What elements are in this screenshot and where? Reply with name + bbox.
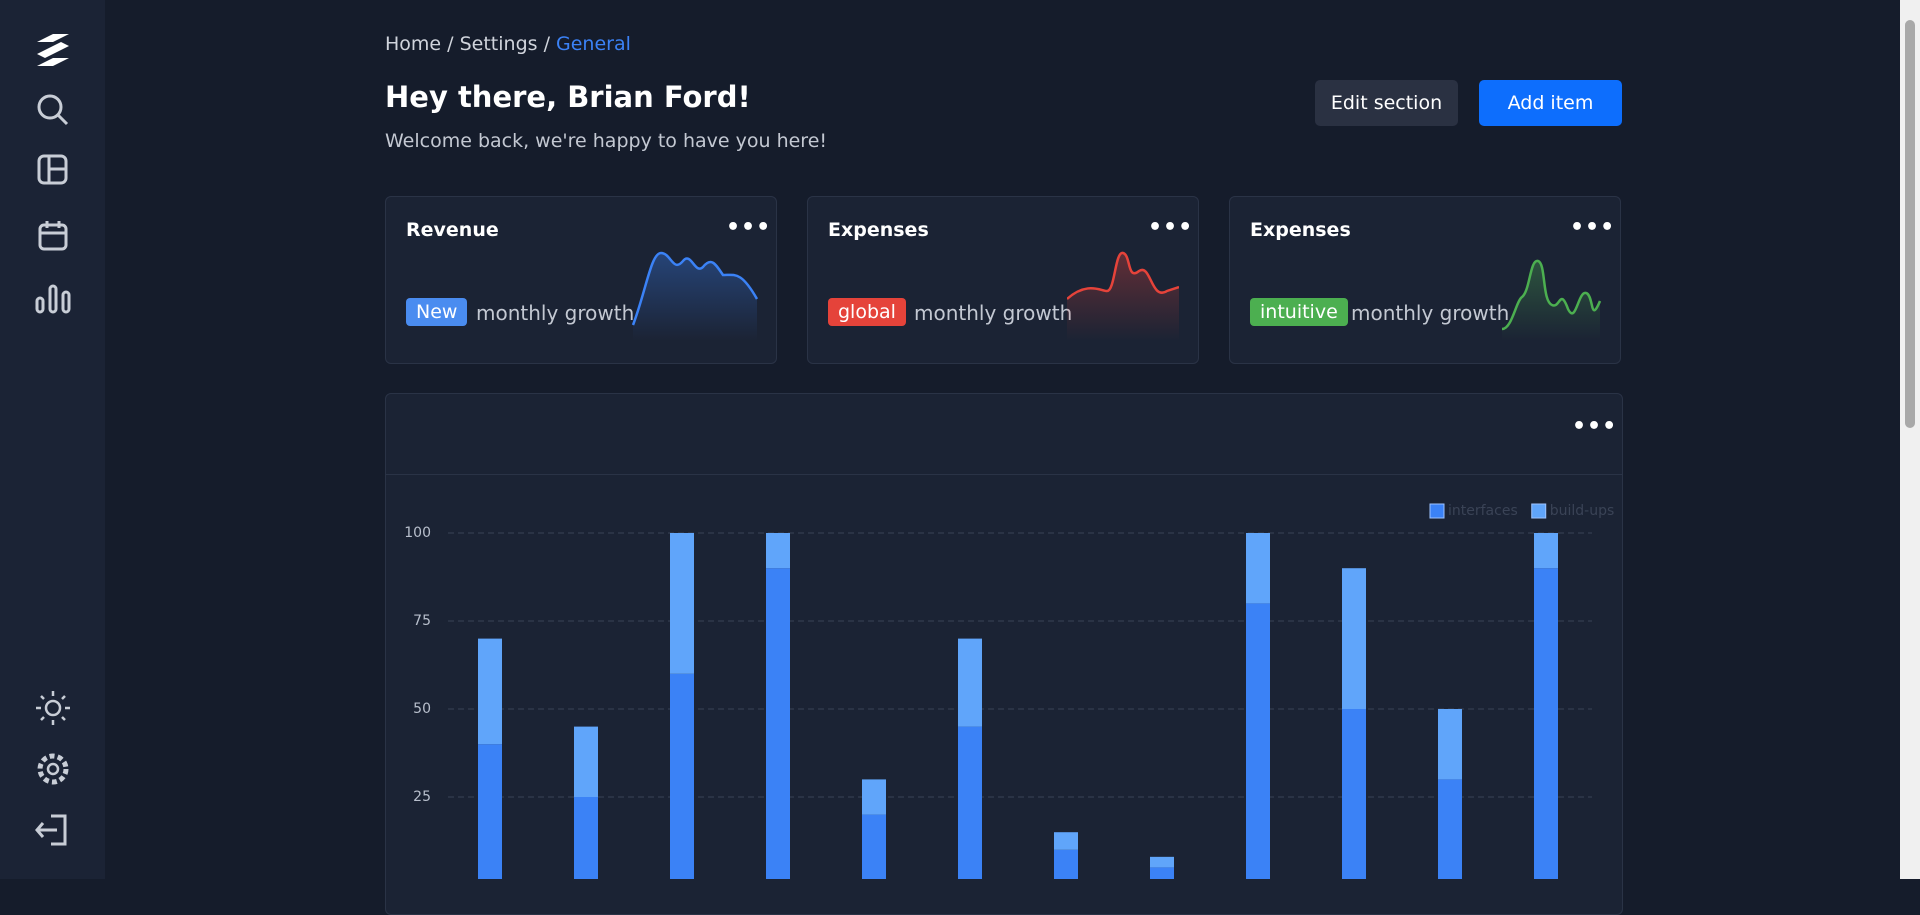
bar-segment	[1054, 832, 1078, 850]
card-text: monthly growth	[1351, 301, 1510, 325]
bar-segment	[958, 726, 982, 879]
bar-segment	[1150, 856, 1174, 868]
y-tick-label: 25	[413, 789, 431, 805]
y-tick-label: 75	[413, 613, 431, 629]
badge: global	[828, 298, 906, 326]
page-title: Hey there, Brian Ford!	[385, 80, 751, 114]
menu[interactable]: •••	[1572, 414, 1618, 439]
layout-icon[interactable]	[33, 150, 73, 190]
calendar-icon[interactable]	[33, 216, 73, 256]
bar-segment	[1342, 709, 1366, 879]
bar-segment	[862, 814, 886, 879]
y-tick-label: 100	[404, 525, 431, 541]
edit-button[interactable]: Edit section	[1315, 80, 1458, 126]
bar-segment	[670, 673, 694, 879]
bar-segment	[1054, 849, 1078, 879]
sidebar	[0, 0, 105, 879]
card-title: Expenses	[1250, 219, 1351, 241]
add-button[interactable]: Add item	[1479, 80, 1622, 126]
sparkline	[1502, 259, 1602, 341]
stat-card: Expenses ••• global monthly growth	[807, 196, 1199, 364]
y-tick-label: 50	[413, 701, 431, 717]
bar-segment	[574, 797, 598, 879]
menu[interactable]: •••	[726, 215, 772, 240]
bar-segment	[862, 779, 886, 815]
legend-swatch	[1429, 503, 1445, 519]
page-subtitle: Welcome back, we're happy to have you he…	[385, 130, 828, 152]
logo[interactable]	[33, 30, 73, 70]
divider	[386, 474, 1622, 475]
crumb[interactable]: Settings	[459, 33, 538, 55]
bar-segment	[1150, 867, 1174, 879]
bar-segment	[766, 568, 790, 879]
legend-label: build-ups	[1550, 503, 1615, 519]
logout-icon[interactable]	[33, 810, 73, 850]
stat-card: Expenses ••• intuitive monthly growth	[1229, 196, 1621, 364]
badge: intuitive	[1250, 298, 1348, 326]
card-title: Expenses	[828, 219, 929, 241]
bar-segment	[670, 533, 694, 674]
theme-icon[interactable]	[33, 688, 73, 728]
chart-icon[interactable]	[33, 278, 73, 318]
scrollbar[interactable]	[1900, 0, 1920, 879]
crumb[interactable]: Home	[385, 33, 442, 55]
menu[interactable]: •••	[1148, 215, 1194, 240]
stat-card: Revenue ••• New monthly growth	[385, 196, 777, 364]
search-icon[interactable]	[33, 90, 73, 130]
legend-swatch	[1531, 503, 1547, 519]
bar-segment	[478, 638, 502, 745]
crumb[interactable]: General	[556, 33, 631, 55]
badge: New	[406, 298, 468, 326]
settings-icon[interactable]	[33, 749, 73, 789]
bar-segment	[1534, 568, 1558, 879]
bar-segment	[1246, 603, 1270, 879]
card-text: monthly growth	[914, 301, 1073, 325]
card-title: Revenue	[406, 219, 499, 241]
sparkline	[631, 251, 759, 341]
menu[interactable]: •••	[1570, 215, 1616, 240]
bar-segment	[1246, 533, 1270, 604]
card-text: monthly growth	[476, 301, 635, 325]
bar-segment	[1438, 779, 1462, 879]
legend-label: interfaces	[1448, 503, 1518, 519]
sparkline	[1067, 251, 1179, 341]
bar-segment	[766, 533, 790, 569]
bar-segment	[958, 638, 982, 727]
bar-segment	[1342, 568, 1366, 709]
bar-segment	[574, 726, 598, 797]
chart: 25 50 75 100 interfaces build-ups	[404, 503, 1615, 879]
breadcrumb: Home / Settings / General	[385, 33, 631, 55]
bar-segment	[478, 744, 502, 879]
bar-segment	[1438, 709, 1462, 780]
bar-segment	[1534, 533, 1558, 569]
